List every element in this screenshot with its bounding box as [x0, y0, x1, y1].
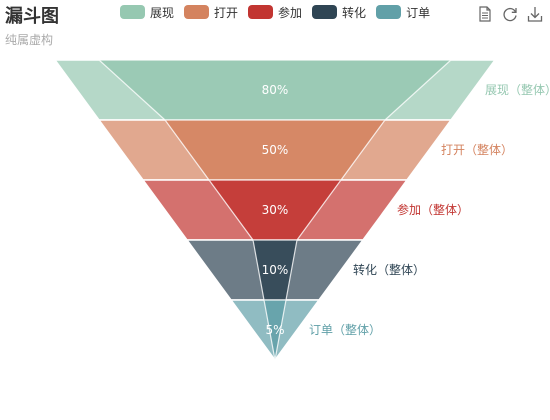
funnel-inner-value-label: 10% [262, 263, 289, 277]
funnel-outer-label: 参加（整体） [397, 202, 469, 217]
legend-label: 打开 [214, 5, 239, 20]
legend-label: 展现 [150, 5, 175, 20]
legend-swatch [312, 5, 338, 19]
legend-swatch [376, 5, 402, 19]
legend-swatch [248, 5, 274, 19]
save-image-icon[interactable] [526, 5, 544, 23]
legend-label: 参加 [278, 5, 303, 20]
legend-item[interactable]: 展现 [120, 4, 174, 21]
legend-label: 订单 [406, 5, 431, 20]
legend-item[interactable]: 参加 [248, 4, 302, 21]
legend-swatch [184, 5, 210, 19]
legend-swatch [120, 5, 145, 19]
toolbox [469, 5, 544, 23]
funnel-inner-value-label: 30% [262, 203, 289, 217]
funnel-inner-segment[interactable] [263, 299, 287, 361]
funnel-outer-label: 转化（整体） [353, 262, 425, 277]
funnel-outer-label: 展现（整体） [485, 82, 550, 97]
legend-item[interactable]: 转化 [312, 4, 366, 21]
funnel-inner-value-label: 50% [262, 143, 289, 157]
funnel-outer-label: 订单（整体） [309, 322, 381, 337]
data-view-icon[interactable] [476, 5, 494, 23]
legend: 展现 打开 参加 转化 订单 [120, 4, 440, 20]
funnel-inner-value-label: 80% [262, 83, 289, 97]
legend-item[interactable]: 打开 [184, 4, 238, 21]
chart-subtitle: 纯属虚构 [5, 33, 54, 47]
funnel-outer-label: 打开（整体） [441, 142, 513, 157]
funnel-inner-value-label: 5% [265, 323, 284, 337]
legend-item[interactable]: 订单 [376, 4, 430, 21]
chart-title: 漏斗图 [5, 6, 59, 27]
restore-icon[interactable] [501, 5, 519, 23]
legend-label: 转化 [342, 5, 367, 20]
